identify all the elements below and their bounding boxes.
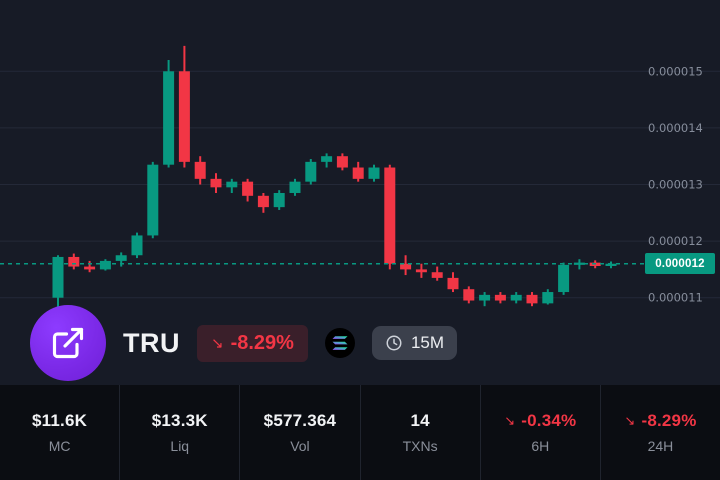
- svg-text:0.000012: 0.000012: [648, 234, 703, 248]
- stat-txns-value: 14: [410, 411, 430, 430]
- token-symbol: TRU: [123, 327, 180, 358]
- solana-logo-icon: [324, 328, 355, 358]
- stat-vol-label: Vol: [290, 438, 310, 454]
- stat-24h: ↘ -8.29% 24H: [601, 385, 720, 480]
- stat-liq: $13.3K Liq: [120, 385, 241, 480]
- timeframe-label: 15M: [410, 333, 445, 352]
- price-change-badge: ↘ -8.29%: [197, 324, 308, 362]
- stats-bar: $11.6K MC $13.3K Liq $577.364 Vol 14 TXN…: [0, 385, 720, 480]
- price-change-value: -8.29%: [230, 331, 294, 354]
- svg-text:0.000014: 0.000014: [648, 121, 703, 135]
- external-link-icon: [50, 325, 86, 361]
- stat-24h-value: ↘ -8.29%: [624, 411, 697, 430]
- stat-vol: $577.364 Vol: [240, 385, 361, 480]
- down-arrow-icon: ↘: [504, 413, 516, 428]
- stat-txns-label: TXNs: [402, 438, 438, 454]
- down-arrow-icon: ↘: [211, 335, 224, 352]
- stat-24h-label: 24H: [647, 438, 674, 454]
- stat-vol-value: $577.364: [263, 411, 337, 430]
- clock-icon: [385, 334, 403, 352]
- stat-6h: ↘ -0.34% 6H: [481, 385, 601, 480]
- stat-6h-value: ↘ -0.34%: [504, 411, 577, 430]
- svg-text:0.000011: 0.000011: [648, 291, 703, 305]
- stat-liq-label: Liq: [170, 438, 190, 454]
- stat-liq-value: $13.3K: [151, 411, 208, 430]
- stat-mc-value: $11.6K: [32, 411, 88, 430]
- stat-6h-label: 6H: [531, 438, 550, 454]
- candlestick-chart[interactable]: 0.000011 0.000012 0.000013 0.000014 0.000015: [0, 0, 720, 385]
- open-token-button[interactable]: [30, 305, 106, 381]
- stat-mc-label: MC: [48, 438, 71, 454]
- chart-area: 0.000011 0.000012 0.000013 0.000014 0.000015…: [0, 0, 720, 385]
- current-price-label: 0.000012: [645, 253, 715, 275]
- token-header: TRU ↘ -8.29%: [30, 304, 458, 382]
- down-arrow-icon: ↘: [624, 413, 636, 428]
- timeframe-selector[interactable]: 15M: [371, 326, 458, 360]
- stat-mc: $11.6K MC: [0, 385, 121, 480]
- svg-text:0.000013: 0.000013: [648, 178, 703, 192]
- svg-text:0.000015: 0.000015: [648, 64, 703, 78]
- stat-txns: 14 TXNs: [361, 385, 481, 480]
